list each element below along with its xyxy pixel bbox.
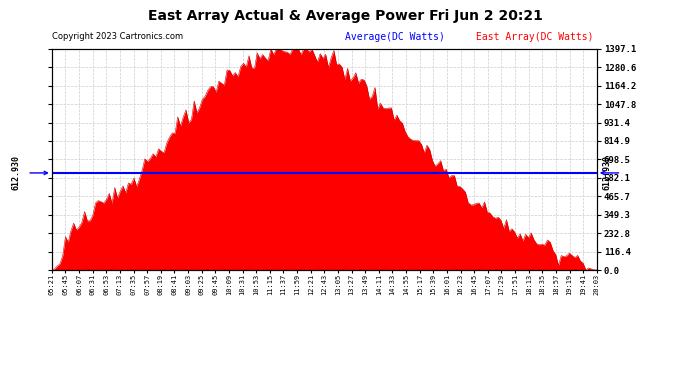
Text: East Array Actual & Average Power Fri Jun 2 20:21: East Array Actual & Average Power Fri Ju…	[148, 9, 542, 23]
Text: 612.930: 612.930	[602, 155, 611, 190]
Text: East Array(DC Watts): East Array(DC Watts)	[476, 32, 593, 42]
Text: Average(DC Watts): Average(DC Watts)	[345, 32, 445, 42]
Text: Copyright 2023 Cartronics.com: Copyright 2023 Cartronics.com	[52, 32, 183, 41]
Text: 612.930: 612.930	[12, 155, 21, 190]
